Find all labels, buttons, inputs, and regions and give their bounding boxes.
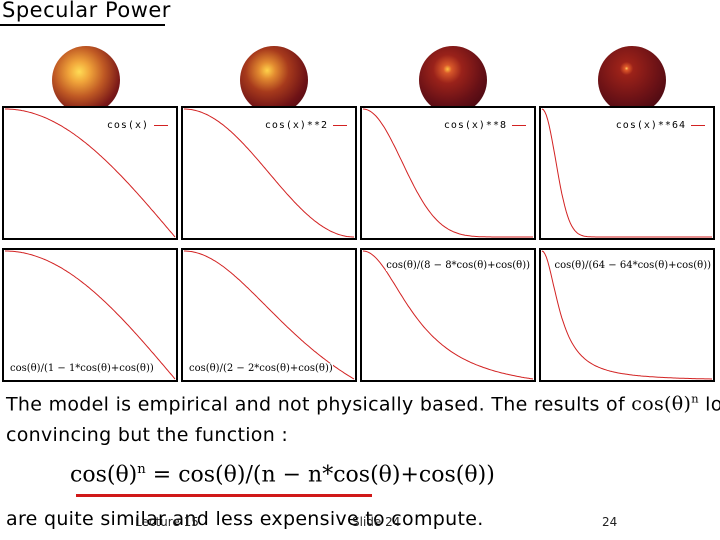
legend-line: [333, 124, 347, 126]
inline-cos-theta: cos(θ)n: [631, 392, 699, 416]
plot-approx-2: cos(θ)/(2 − 2*cos(θ)+cos(θ)): [181, 248, 357, 382]
body-line-3: are quite similar and less expensive to …: [6, 508, 484, 530]
curve-svg: [362, 108, 533, 238]
curve-svg: [541, 108, 712, 238]
approx-label: cos(θ)/(8 − 8*cos(θ)+cos(θ)): [386, 260, 530, 271]
legend-line: [154, 124, 168, 126]
plot-approx-1: cos(θ)/(1 − 1*cos(θ)+cos(θ)): [2, 248, 178, 382]
footer-lecture: Lecture 15: [135, 515, 199, 529]
curve-cos-power-2: [184, 108, 354, 238]
legend-text: cos(x)**2: [264, 120, 328, 131]
inline-cos-text: cos(θ): [631, 393, 692, 416]
curve-approx-2: [184, 250, 355, 380]
slide-title: Specular Power: [2, 0, 171, 22]
title-underline: [0, 24, 165, 26]
footer-slide: Slide 24: [352, 515, 401, 529]
sphere-power-2: [240, 46, 308, 114]
curve-svg: [541, 250, 712, 380]
legend-line: [512, 124, 526, 126]
body-line-2: convincing but the function :: [6, 424, 289, 446]
curve-cos-power-8: [362, 108, 533, 238]
legend-text: cos(x)**64: [615, 120, 686, 131]
legend-text: cos(x): [106, 120, 149, 131]
curve-approx-8: [362, 250, 534, 380]
plot-approx-64: cos(θ)/(64 − 64*cos(θ)+cos(θ)): [539, 248, 715, 382]
curve-svg: [184, 250, 355, 380]
curve-svg: [184, 108, 354, 238]
formula-lhs: cos(θ): [70, 462, 138, 488]
curve-svg: [362, 250, 534, 380]
approx-label: cos(θ)/(1 − 1*cos(θ)+cos(θ)): [10, 363, 154, 374]
sphere-power-8: [419, 46, 487, 114]
body-line-1-text: The model is empirical and not physicall…: [6, 393, 632, 416]
legend: cos(x): [107, 120, 168, 131]
key-formula: cos(θ)n = cos(θ)/(n − n*cos(θ)+cos(θ)): [70, 462, 495, 487]
legend-line: [691, 124, 705, 126]
legend: cos(x)**8: [444, 120, 526, 131]
curve-svg: [5, 108, 176, 238]
curve-cos-power-1: [5, 108, 176, 238]
formula-underline: [76, 494, 372, 497]
legend-text: cos(x)**8: [443, 120, 507, 131]
curve-cos-power-64: [541, 108, 712, 238]
plot-approx-8: cos(θ)/(8 − 8*cos(θ)+cos(θ)): [360, 248, 536, 382]
legend: cos(x)**64: [616, 120, 705, 131]
curve-svg: [5, 250, 176, 380]
curve-approx-64: [541, 250, 712, 380]
formula-rhs: = cos(θ)/(n − n*cos(θ)+cos(θ)): [145, 462, 495, 488]
plot-cos-power-2: cos(x)**2: [181, 106, 357, 240]
approx-label: cos(θ)/(64 − 64*cos(θ)+cos(θ)): [554, 260, 711, 271]
body-line-1: The model is empirical and not physicall…: [6, 392, 720, 415]
sphere-power-1: [52, 46, 120, 114]
footer-page-number: 24: [602, 515, 618, 529]
formula-exponent: n: [137, 462, 146, 477]
legend: cos(x)**2: [265, 120, 347, 131]
curve-approx-1: [5, 250, 176, 380]
plot-cos-power-64: cos(x)**64: [539, 106, 715, 240]
sphere-power-64: [598, 46, 666, 114]
plot-cos-power-1: cos(x): [2, 106, 178, 240]
plot-cos-power-8: cos(x)**8: [360, 106, 536, 240]
approx-label: cos(θ)/(2 − 2*cos(θ)+cos(θ)): [189, 363, 333, 374]
inline-exponent: n: [691, 392, 699, 406]
body-line-1-end: look: [705, 393, 720, 416]
